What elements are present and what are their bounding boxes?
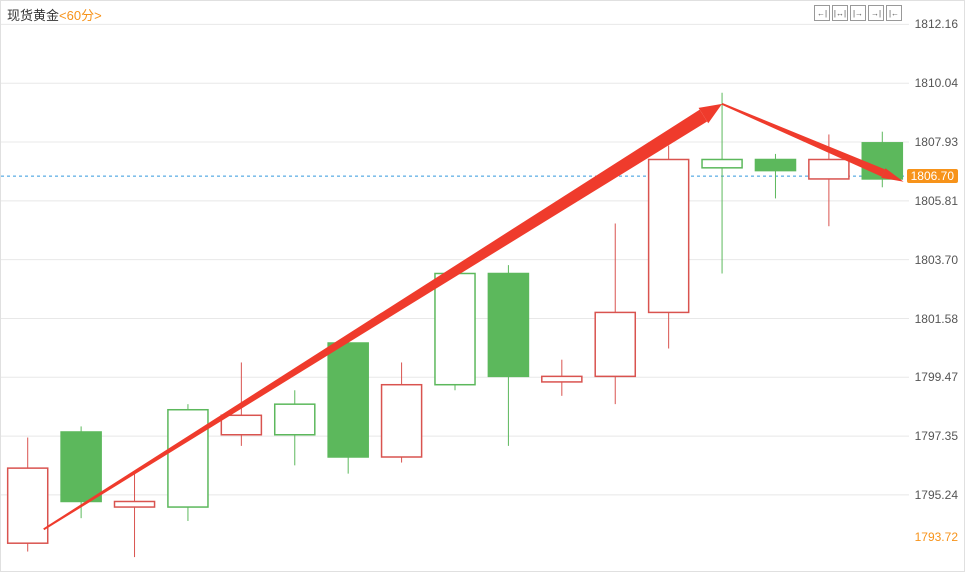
tool-btn-5[interactable]: |← <box>886 5 902 21</box>
tool-btn-4[interactable]: →| <box>868 5 884 21</box>
y-tick-label: 1801.58 <box>915 312 958 326</box>
y-tick-label: 1799.47 <box>915 370 958 384</box>
chart-container: 现货黄金<60分> ←| |↔| |→ →| |← 1812.16 1810.04… <box>0 0 965 572</box>
timeframe-label: <60分> <box>59 8 102 23</box>
tool-btn-2[interactable]: |↔| <box>832 5 848 21</box>
y-tick-label: 1805.81 <box>915 194 958 208</box>
y-extra-label: 1793.72 <box>915 530 958 544</box>
y-tick-label: 1812.16 <box>915 17 958 31</box>
y-tick-label: 1810.04 <box>915 76 958 90</box>
instrument-name: 现货黄金 <box>7 8 59 23</box>
y-tick-label: 1797.35 <box>915 429 958 443</box>
y-tick-label: 1795.24 <box>915 488 958 502</box>
current-price-label: 1806.70 <box>907 169 958 183</box>
chart-toolbar: ←| |↔| |→ →| |← <box>814 5 902 21</box>
y-tick-label: 1807.93 <box>915 135 958 149</box>
candlestick-plot <box>1 1 965 573</box>
tool-btn-3[interactable]: |→ <box>850 5 866 21</box>
chart-title: 现货黄金<60分> <box>7 5 102 24</box>
tool-btn-1[interactable]: ←| <box>814 5 830 21</box>
y-tick-label: 1803.70 <box>915 253 958 267</box>
